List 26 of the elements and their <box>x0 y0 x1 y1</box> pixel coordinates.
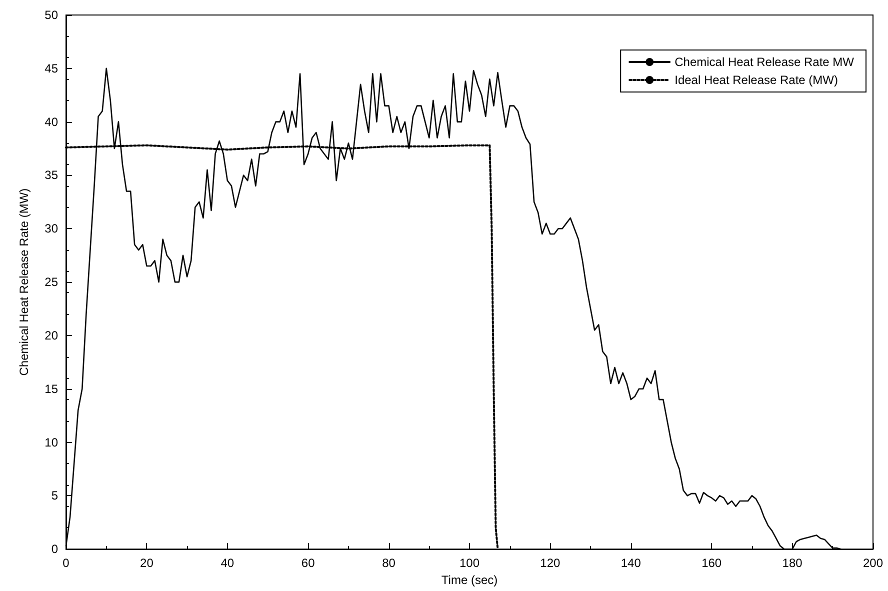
y-tick-label: 40 <box>44 114 58 129</box>
y-tick-label: 30 <box>44 222 58 236</box>
y-tick-label: 15 <box>44 382 58 396</box>
x-tick-label: 60 <box>301 556 316 570</box>
y-tick-label: 25 <box>44 275 58 290</box>
x-tick-label: 40 <box>220 556 234 570</box>
x-tick-label: 80 <box>382 556 396 570</box>
y-tick-label: 20 <box>44 328 58 342</box>
y-tick-label: 50 <box>44 8 58 22</box>
y-tick-label: 35 <box>44 168 58 182</box>
x-tick-label: 120 <box>540 556 561 570</box>
y-tick-label: 0 <box>51 542 58 556</box>
x-tick-label: 200 <box>862 556 884 570</box>
y-tick-label: 5 <box>51 488 58 503</box>
legend-label: Chemical Heat Release Rate MW <box>674 55 855 69</box>
x-tick-label: 180 <box>782 556 803 570</box>
x-tick-label: 20 <box>140 556 154 570</box>
x-tick-label: 0 <box>62 556 70 570</box>
y-axis-title: Chemical Heat Release Rate (MW) <box>17 188 31 376</box>
y-tick-label: 45 <box>44 61 58 76</box>
x-tick-label: 100 <box>459 556 480 570</box>
x-axis-title: Time (sec) <box>441 573 498 587</box>
y-tick-label: 10 <box>44 435 58 450</box>
legend-label: Ideal Heat Release Rate (MW) <box>674 73 838 87</box>
x-tick-label: 160 <box>702 556 722 570</box>
x-tick-label: 140 <box>620 556 642 570</box>
